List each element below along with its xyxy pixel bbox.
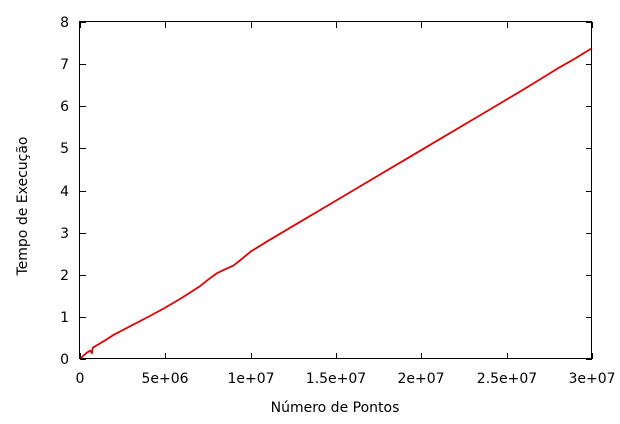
series-layer [79,47,593,360]
series-line [79,47,593,360]
x-tick-label: 1e+07 [227,371,274,387]
x-tick-label: 0 [76,371,85,387]
x-tick-label: 2e+07 [397,371,444,387]
x-tick-label: 1.5e+07 [306,371,366,387]
y-tick-label: 7 [60,57,69,73]
y-tick-label: 6 [60,99,69,115]
y-tick-label: 4 [60,184,69,200]
y-tick-label: 2 [60,268,69,284]
y-tick-label: 0 [60,352,69,368]
y-tick-label: 8 [60,15,69,31]
y-tick-label: 5 [60,141,69,157]
x-tick-label: 3e+07 [568,371,615,387]
x-tick-label: 2.5e+07 [477,371,537,387]
tick-labels: 0 5e+06 1e+07 1.5e+07 2e+07 2.5e+07 3e+07 0 1 2 3 4… [60,15,615,387]
axis-ticks [80,22,593,360]
plot-frame [79,21,592,359]
x-tick-label: 5e+06 [141,371,188,387]
y-axis-label: Tempo de Execução [15,136,31,276]
y-tick-label: 1 [60,310,69,326]
y-tick-label: 3 [60,226,69,242]
x-axis-label: Número de Pontos [271,400,400,416]
